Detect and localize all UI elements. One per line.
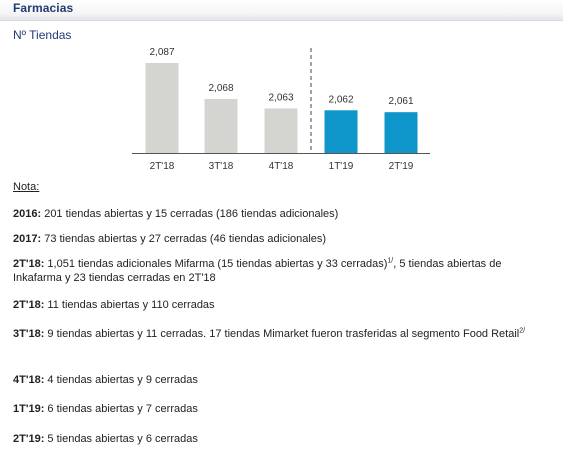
note-item: 1T'19: 6 tiendas abiertas y 7 cerradas bbox=[13, 402, 551, 416]
note-item: 2T'18: 11 tiendas abiertas y 110 cerrada… bbox=[13, 298, 551, 312]
note-period: 1T'19: bbox=[13, 403, 45, 415]
bar-value-label: 2,063 bbox=[268, 92, 293, 103]
note-period: 2017: bbox=[13, 233, 42, 245]
bar-value-label: 2,068 bbox=[208, 83, 233, 94]
bar-value-label: 2,087 bbox=[149, 47, 174, 58]
x-tick-label: 2T'18 bbox=[150, 161, 175, 172]
bar-3T18 bbox=[204, 98, 238, 153]
label-group: 2,087 2T'18 2,068 3T'18 2,063 4T'18 2,062 1T'19… bbox=[149, 47, 413, 172]
chart-title: Nº Tiendas bbox=[13, 28, 72, 42]
bar-4T18 bbox=[264, 108, 298, 153]
note-item: 2T'19: 5 tiendas abiertas y 6 cerradas bbox=[13, 432, 551, 446]
note-text: 6 tiendas abiertas y 7 cerradas bbox=[44, 403, 198, 415]
section-title: Farmacias bbox=[13, 1, 74, 15]
bar-chart: 2,087 2T'18 2,068 3T'18 2,063 4T'18 2,062 1T'19… bbox=[132, 47, 430, 172]
note-item: 4T'18: 4 tiendas abiertas y 9 cerradas bbox=[13, 373, 551, 387]
note-item: 3T'18: 9 tiendas abiertas y 11 cerradas.… bbox=[13, 327, 551, 341]
notes-heading: Nota: bbox=[13, 181, 40, 193]
note-period: 2016: bbox=[13, 208, 42, 220]
bar-2T18 bbox=[145, 63, 179, 153]
x-tick-label: 4T'18 bbox=[269, 161, 294, 172]
note-item: 2T'18: 1,051 tiendas adicionales Mifarma… bbox=[13, 257, 551, 285]
x-tick-label: 2T'19 bbox=[389, 161, 414, 172]
bar-1T19 bbox=[324, 110, 358, 153]
note-text: 9 tiendas abiertas y 11 cerradas. 17 tie… bbox=[44, 328, 520, 340]
bar-value-label: 2,061 bbox=[388, 96, 413, 107]
note-item: 2016: 201 tiendas abiertas y 15 cerradas… bbox=[13, 207, 551, 221]
note-footnote-ref: 1/ bbox=[387, 257, 394, 265]
note-text: 4 tiendas abiertas y 9 cerradas bbox=[44, 374, 198, 386]
note-footnote-ref: 2/ bbox=[519, 327, 526, 335]
bar-value-label: 2,062 bbox=[328, 94, 353, 105]
note-period: 2T'18: bbox=[13, 258, 45, 270]
bar-group bbox=[145, 63, 418, 153]
note-period: 4T'18: bbox=[13, 374, 45, 386]
note-period: 3T'18: bbox=[13, 328, 45, 340]
note-text: 73 tiendas abiertas y 27 cerradas (46 ti… bbox=[41, 233, 327, 245]
note-period: 2T'18: bbox=[13, 299, 45, 311]
note-text: 1,051 tiendas adicionales Mifarma (15 ti… bbox=[44, 258, 388, 270]
x-tick-label: 3T'18 bbox=[209, 161, 234, 172]
note-text: 11 tiendas abiertas y 110 cerradas bbox=[44, 299, 215, 311]
note-text: 201 tiendas abiertas y 15 cerradas (186 … bbox=[41, 208, 339, 220]
note-text-continued: , 5 tiendas abiertas de Inkafarma y 23 t… bbox=[13, 258, 502, 284]
note-item: 2017: 73 tiendas abiertas y 27 cerradas … bbox=[13, 232, 551, 246]
note-period: 2T'19: bbox=[13, 433, 45, 445]
bar-2T19 bbox=[384, 112, 418, 153]
x-tick-label: 1T'19 bbox=[329, 161, 354, 172]
note-text: 5 tiendas abiertas y 6 cerradas bbox=[44, 433, 198, 445]
section-header-bar: Farmacias bbox=[0, 0, 563, 21]
